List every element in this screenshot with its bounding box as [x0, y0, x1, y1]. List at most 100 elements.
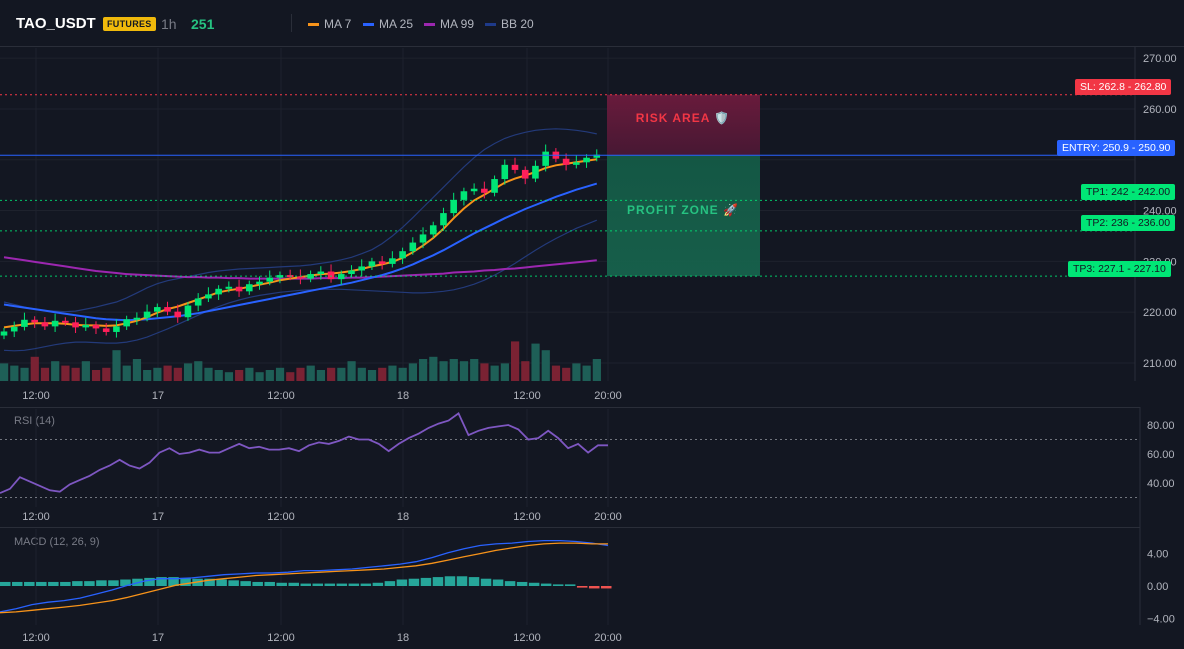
candle-body: [21, 319, 28, 327]
time-axis-label: 17: [152, 511, 164, 523]
macd-histogram-bar: [552, 584, 564, 586]
legend-ma7-swatch: [308, 23, 319, 27]
legend-ma99[interactable]: MA 99: [424, 17, 474, 31]
volume-bar: [572, 363, 581, 381]
macd-histogram-bar: [384, 581, 396, 586]
signal-line: [0, 542, 608, 614]
bb-lower-line: [3, 219, 598, 352]
volume-bar: [153, 367, 162, 381]
candle-body: [389, 258, 396, 264]
time-axis-label: 20:00: [594, 511, 622, 523]
volume-bar: [511, 341, 520, 381]
macd-axis-label: 0.00: [1147, 581, 1168, 593]
macd-histogram-bar: [48, 581, 59, 586]
candle-body: [205, 294, 212, 299]
candle-body: [573, 162, 580, 165]
volume-bar: [0, 363, 9, 381]
legend-ma7[interactable]: MA 7: [308, 17, 351, 31]
rsi-axis-label: 60.00: [1147, 449, 1175, 461]
time-axis-label: 17: [152, 632, 164, 644]
candle-body: [297, 276, 304, 279]
stop-loss-tag[interactable]: SL: 262.8 - 262.80: [1075, 79, 1172, 95]
rsi-axis-label: 40.00: [1147, 478, 1175, 490]
time-axis-label: 12:00: [513, 390, 541, 402]
macd-histogram-bar: [60, 581, 71, 586]
macd-histogram-bar: [468, 577, 480, 586]
candle-body: [113, 326, 120, 332]
time-axis-label: 18: [397, 632, 409, 644]
volume-bar: [255, 372, 264, 381]
macd-histogram-bar: [276, 582, 287, 586]
macd-histogram-bar: [216, 579, 227, 586]
candle-body: [501, 164, 509, 180]
risk-area-box: [607, 94, 760, 156]
macd-histogram-bar: [420, 577, 432, 586]
macd-histogram-bar: [12, 581, 23, 586]
tp2-tag[interactable]: TP2: 236 - 236.00: [1081, 215, 1176, 231]
volume-bar: [562, 367, 571, 381]
volume-bar: [143, 370, 152, 381]
candle-body: [593, 154, 601, 158]
tp3-tag[interactable]: TP3: 227.1 - 227.10: [1068, 261, 1171, 277]
macd-histogram-bar: [0, 581, 11, 586]
macd-histogram-bar: [432, 577, 444, 586]
legend-bb20[interactable]: BB 20: [485, 17, 534, 31]
price-axis-label: 210.00: [1143, 358, 1177, 370]
macd-histogram-bar: [252, 581, 263, 586]
candle-body: [102, 328, 110, 332]
macd-histogram-bar: [96, 580, 107, 586]
legend-bb20-swatch: [485, 23, 496, 27]
macd-histogram-bar: [204, 578, 215, 586]
candle-body: [337, 274, 345, 280]
macd-histogram-bar: [288, 582, 299, 586]
time-axis-label: 12:00: [267, 511, 295, 523]
timeframe-label[interactable]: 1h: [161, 16, 177, 32]
volume-bar: [132, 359, 142, 381]
time-axis-label: 12:00: [22, 511, 50, 523]
volume-bar: [582, 365, 591, 381]
volume-bar: [112, 350, 121, 381]
candle-body: [82, 324, 90, 328]
macd-histogram-bar: [144, 577, 155, 586]
volume-bar: [61, 365, 70, 381]
macd-histogram-bar: [480, 578, 492, 586]
candle-body: [266, 277, 274, 282]
volume-bar: [204, 367, 213, 381]
macd-histogram-bar: [360, 583, 372, 586]
volume-bar: [388, 365, 397, 381]
volume-bar: [10, 365, 19, 381]
volume-bar: [275, 367, 285, 381]
candle-body: [511, 164, 519, 170]
macd-histogram-bar: [108, 580, 119, 586]
volume-bar: [245, 367, 254, 381]
volume-bar: [40, 367, 50, 381]
macd-histogram-bar: [168, 577, 179, 586]
volume-bar: [449, 359, 458, 381]
macd-line: [0, 539, 609, 613]
candle-body: [348, 270, 355, 275]
entry-tag[interactable]: ENTRY: 250.9 - 250.90: [1057, 140, 1176, 156]
candle-body: [225, 286, 233, 289]
volume-bar: [500, 363, 509, 381]
legend-ma99-swatch: [424, 23, 435, 27]
candle-body: [256, 281, 263, 285]
macd-histogram-bar: [540, 583, 552, 586]
time-axis-label: 20:00: [594, 390, 622, 402]
legend-ma25[interactable]: MA 25: [363, 17, 413, 31]
volume-bar: [531, 343, 540, 381]
tp1-tag[interactable]: TP1: 242 - 242.00: [1081, 184, 1176, 200]
volume-bar: [551, 365, 561, 381]
volume-bar: [490, 365, 499, 381]
macd-histogram-bar: [372, 582, 384, 586]
symbol-name[interactable]: TAO_USDT: [16, 15, 96, 32]
candle-body: [10, 326, 18, 332]
volume-bar: [439, 361, 448, 381]
volume-bar: [357, 367, 366, 381]
volume-bar: [51, 361, 60, 381]
bb-upper-line: [3, 128, 597, 313]
candle-body: [532, 165, 539, 179]
profit-zone-box: [607, 155, 760, 277]
price-axis-label: 220.00: [1143, 307, 1177, 319]
volume-bar: [470, 359, 479, 381]
